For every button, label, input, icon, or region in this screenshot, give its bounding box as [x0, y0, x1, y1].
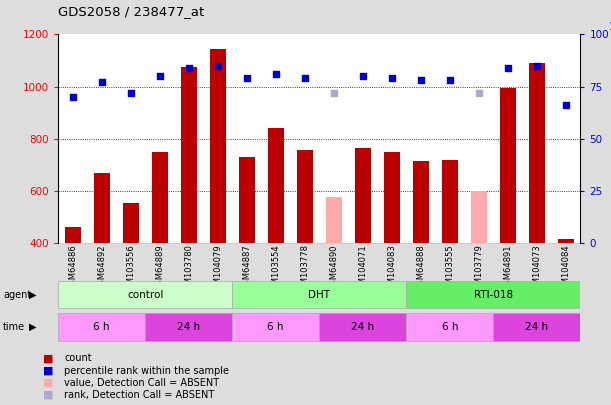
Bar	[58, 281, 232, 308]
Text: 24 h: 24 h	[525, 322, 549, 332]
Bar	[406, 281, 580, 308]
Bar	[500, 88, 516, 243]
Bar	[268, 128, 284, 243]
Bar	[123, 202, 139, 243]
Point	[416, 77, 426, 83]
Text: ■: ■	[43, 366, 53, 375]
Bar	[493, 313, 580, 341]
Text: ▶: ▶	[29, 322, 37, 332]
Bar	[181, 67, 197, 243]
Text: control: control	[127, 290, 163, 300]
Text: time: time	[3, 322, 25, 332]
Bar	[529, 63, 545, 243]
Bar	[442, 160, 458, 243]
Point	[184, 64, 194, 71]
Bar	[355, 148, 371, 243]
Text: percentile rank within the sample: percentile rank within the sample	[64, 366, 229, 375]
Point	[213, 62, 222, 69]
Text: ■: ■	[43, 354, 53, 363]
Text: 6 h: 6 h	[268, 322, 284, 332]
Bar	[297, 150, 313, 243]
Text: agent: agent	[3, 290, 31, 300]
Bar	[413, 161, 429, 243]
Y-axis label: 100%: 100%	[609, 22, 611, 32]
Text: DHT: DHT	[308, 290, 331, 300]
Point	[68, 94, 78, 100]
Bar	[58, 313, 145, 341]
Bar	[152, 152, 167, 243]
Bar	[232, 281, 406, 308]
Bar	[232, 313, 319, 341]
Text: 6 h: 6 h	[93, 322, 110, 332]
Point	[242, 75, 252, 81]
Text: rank, Detection Call = ABSENT: rank, Detection Call = ABSENT	[64, 390, 214, 400]
Bar	[326, 197, 342, 243]
Bar	[93, 173, 109, 243]
Point	[126, 90, 136, 96]
Point	[561, 102, 571, 109]
Bar	[210, 49, 225, 243]
Text: 24 h: 24 h	[351, 322, 375, 332]
Point	[474, 90, 484, 96]
Point	[358, 73, 368, 79]
Text: GDS2058 / 238477_at: GDS2058 / 238477_at	[58, 5, 204, 18]
Bar	[145, 313, 232, 341]
Point	[155, 73, 164, 79]
Text: ▶: ▶	[29, 290, 37, 300]
Point	[97, 79, 106, 85]
Bar	[471, 191, 487, 243]
Text: ■: ■	[43, 378, 53, 388]
Bar	[406, 313, 493, 341]
Point	[329, 90, 338, 96]
Text: 6 h: 6 h	[442, 322, 458, 332]
Bar	[558, 239, 574, 243]
Bar	[319, 313, 406, 341]
Text: ■: ■	[43, 390, 53, 400]
Point	[532, 62, 542, 69]
Bar	[65, 227, 81, 243]
Point	[387, 75, 397, 81]
Text: RTI-018: RTI-018	[474, 290, 513, 300]
Point	[503, 64, 513, 71]
Point	[445, 77, 455, 83]
Text: 24 h: 24 h	[177, 322, 200, 332]
Bar	[384, 152, 400, 243]
Text: count: count	[64, 354, 92, 363]
Bar	[239, 157, 255, 243]
Text: value, Detection Call = ABSENT: value, Detection Call = ABSENT	[64, 378, 219, 388]
Point	[271, 71, 280, 77]
Point	[300, 75, 310, 81]
